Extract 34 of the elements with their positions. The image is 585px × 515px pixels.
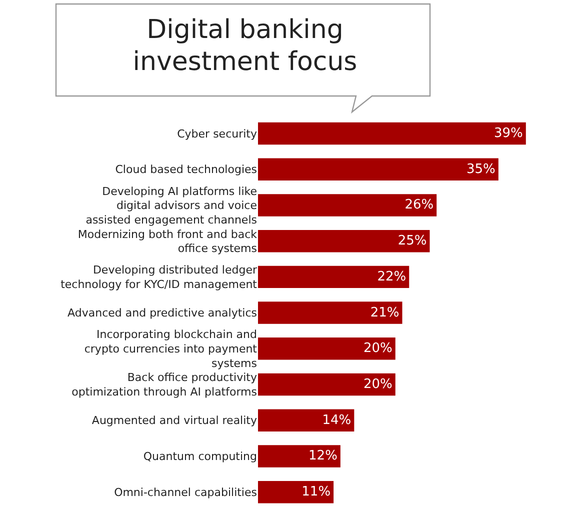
y-tick-label: Incorporating blockchain and crypto currencies into payment systems [84, 328, 258, 370]
bar [258, 158, 498, 180]
data-label: 21% [370, 305, 400, 320]
bar [258, 194, 437, 216]
bar [258, 302, 402, 324]
y-tick-label: Cloud based technologies [115, 163, 258, 176]
y-tick-label: Advanced and predictive analytics [68, 306, 258, 320]
bar [258, 338, 396, 360]
data-label: 20% [363, 341, 392, 356]
y-tick-label: Cyber security [177, 127, 258, 140]
y-tick-label: Developing distributed ledger technology for KYC/ID management [60, 264, 258, 291]
bar [258, 373, 396, 396]
y-tick-label: Developing AI platforms like digital advisors and voice assisted engagement channels [86, 184, 258, 226]
data-label: 20% [363, 377, 392, 392]
data-label: 11% [302, 484, 331, 500]
data-label: 39% [494, 126, 523, 142]
bar [258, 480, 334, 504]
data-label: 25% [398, 234, 427, 249]
data-label: 35% [466, 162, 496, 177]
y-tick-label: Back office productivity optimization through AI platforms [72, 371, 258, 398]
data-label: 14% [322, 412, 352, 428]
bar [258, 266, 410, 288]
data-label: 22% [377, 269, 406, 284]
bar [258, 409, 354, 432]
bar [258, 122, 526, 145]
data-label: 26% [404, 198, 434, 213]
chart-title: Digital banking investment focus [132, 14, 358, 78]
bar [258, 445, 340, 468]
y-tick-label: Augmented and virtual reality [92, 414, 258, 428]
y-tick-label: Modernizing both front and back office systems [78, 228, 258, 256]
y-tick-label: Omni-channel capabilities [114, 486, 258, 499]
y-tick-label: Quantum computing [143, 450, 257, 464]
data-label: 12% [308, 448, 338, 464]
bar [258, 230, 430, 252]
